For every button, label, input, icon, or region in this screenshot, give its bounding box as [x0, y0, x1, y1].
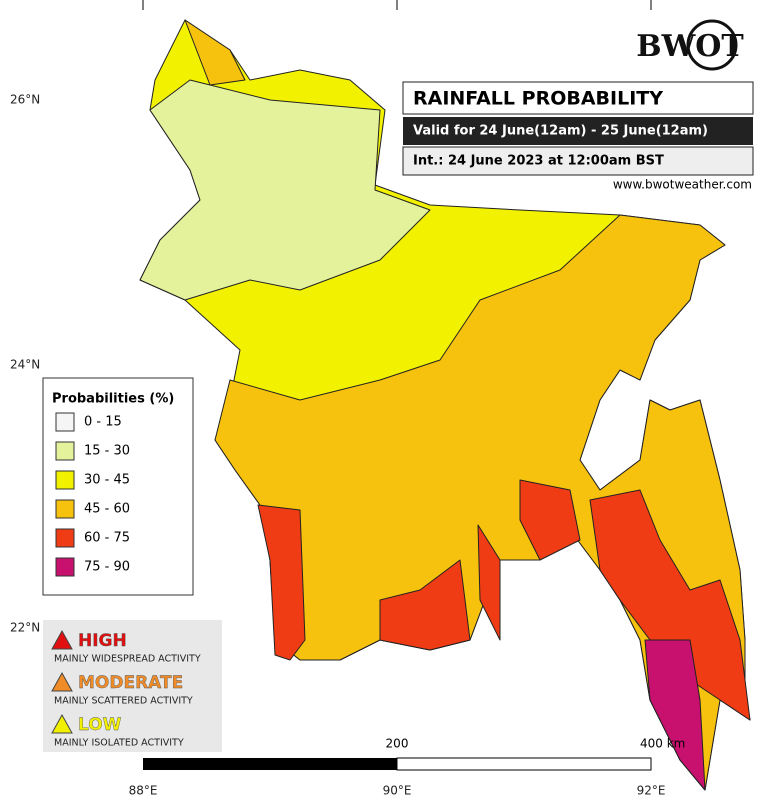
- lon-label: 90°E: [383, 784, 412, 798]
- legend-label: 60 - 75: [84, 531, 130, 546]
- valid-text: Valid for 24 June(12am) - 25 June(12am): [413, 124, 708, 139]
- scale-label: 400 km: [640, 737, 685, 751]
- scale-segment: [396, 757, 652, 771]
- lon-label: 92°E: [637, 784, 666, 798]
- title-box: [402, 81, 754, 115]
- region-60-75: [477, 524, 501, 641]
- website: www.bwotweather.com: [613, 178, 752, 192]
- legend-label: 0 - 15: [84, 415, 122, 430]
- region-75-90: [644, 639, 706, 791]
- alert-level: LOW: [78, 715, 122, 735]
- longitude-labels: 88°E 90°E 92°E: [129, 784, 666, 798]
- legend-label: 75 - 90: [84, 560, 130, 575]
- header: RAINFALL PROBABILITY Valid for 24 June(1…: [402, 81, 754, 192]
- region-60-75: [589, 489, 751, 721]
- alert-icon: [51, 629, 73, 650]
- alert-level: HIGH: [78, 631, 127, 651]
- lat-label: 22°N: [10, 621, 40, 635]
- region-45-60: [184, 19, 246, 86]
- logo-ring: [686, 19, 738, 71]
- alert-description: MAINLY SCATTERED ACTIVITY: [54, 696, 193, 707]
- lat-label: 24°N: [10, 358, 40, 372]
- legend: Probabilities (%) 0 - 15 15 - 30 30 - 45 45…: [42, 377, 194, 596]
- legend-label: 30 - 45: [84, 473, 130, 488]
- map-frame: [142, 0, 652, 10]
- scale-label: 200: [386, 737, 409, 751]
- lat-label: 26°N: [10, 93, 40, 107]
- scale-bar: 200 400 km: [143, 737, 685, 771]
- alert-icon: [51, 671, 73, 692]
- legend-swatch: [55, 528, 75, 548]
- alert-box: [43, 620, 222, 752]
- legend-swatch: [55, 557, 75, 577]
- alert-description: MAINLY ISOLATED ACTIVITY: [54, 738, 184, 749]
- scale-segment: [143, 758, 397, 770]
- legend-label: 15 - 30: [84, 444, 130, 459]
- map: [139, 19, 751, 791]
- logo: BWOT: [636, 19, 744, 71]
- region-60-75: [519, 479, 581, 561]
- latitude-labels: 26°N 24°N 22°N: [10, 93, 40, 635]
- region-60-75: [379, 559, 471, 651]
- legend-swatch: [55, 499, 75, 519]
- alert-level: MODERATE: [78, 673, 183, 693]
- alert-description: MAINLY WIDESPREAD ACTIVITY: [54, 654, 201, 665]
- issued-text: Int.: 24 June 2023 at 12:00am BST: [413, 154, 664, 169]
- region-15-30: [139, 79, 431, 301]
- legend-swatch: [55, 441, 75, 461]
- legend-title: Probabilities (%): [52, 392, 174, 407]
- logo-text: BWOT: [636, 29, 744, 64]
- legend-swatch: [55, 470, 75, 490]
- valid-box: [403, 117, 753, 145]
- title: RAINFALL PROBABILITY: [413, 88, 663, 110]
- legend-swatch: [55, 412, 75, 432]
- alert-key: HIGH MAINLY WIDESPREAD ACTIVITY MODERATE MA…: [43, 620, 222, 752]
- lon-label: 88°E: [129, 784, 158, 798]
- alert-icon: [51, 713, 73, 734]
- region-60-75: [257, 504, 306, 661]
- issued-box: [402, 146, 754, 176]
- legend-label: 45 - 60: [84, 502, 130, 517]
